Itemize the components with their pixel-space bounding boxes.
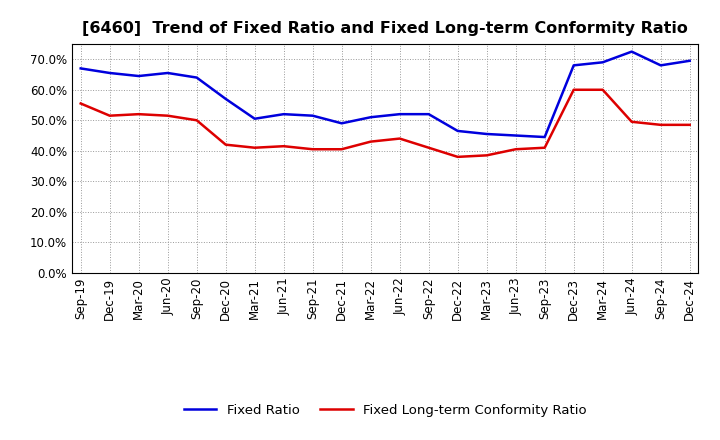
Fixed Ratio	[251, 116, 259, 121]
Fixed Ratio	[454, 128, 462, 134]
Fixed Ratio	[279, 111, 288, 117]
Fixed Ratio	[570, 63, 578, 68]
Fixed Long-term Conformity Ratio	[482, 153, 491, 158]
Fixed Ratio	[76, 66, 85, 71]
Fixed Long-term Conformity Ratio	[192, 117, 201, 123]
Fixed Long-term Conformity Ratio	[163, 113, 172, 118]
Fixed Long-term Conformity Ratio	[308, 147, 317, 152]
Fixed Long-term Conformity Ratio	[279, 143, 288, 149]
Line: Fixed Ratio: Fixed Ratio	[81, 51, 690, 137]
Fixed Ratio	[308, 113, 317, 118]
Fixed Ratio	[541, 134, 549, 139]
Fixed Ratio	[685, 58, 694, 63]
Title: [6460]  Trend of Fixed Ratio and Fixed Long-term Conformity Ratio: [6460] Trend of Fixed Ratio and Fixed Lo…	[82, 21, 688, 36]
Fixed Long-term Conformity Ratio	[570, 87, 578, 92]
Fixed Ratio	[395, 111, 404, 117]
Fixed Ratio	[657, 63, 665, 68]
Line: Fixed Long-term Conformity Ratio: Fixed Long-term Conformity Ratio	[81, 90, 690, 157]
Fixed Long-term Conformity Ratio	[657, 122, 665, 128]
Fixed Long-term Conformity Ratio	[221, 142, 230, 147]
Fixed Ratio	[338, 121, 346, 126]
Fixed Long-term Conformity Ratio	[251, 145, 259, 150]
Fixed Long-term Conformity Ratio	[541, 145, 549, 150]
Fixed Long-term Conformity Ratio	[366, 139, 375, 144]
Fixed Long-term Conformity Ratio	[424, 145, 433, 150]
Fixed Long-term Conformity Ratio	[135, 111, 143, 117]
Fixed Ratio	[627, 49, 636, 54]
Fixed Ratio	[135, 73, 143, 79]
Fixed Long-term Conformity Ratio	[511, 147, 520, 152]
Fixed Ratio	[424, 111, 433, 117]
Fixed Ratio	[598, 60, 607, 65]
Fixed Long-term Conformity Ratio	[338, 147, 346, 152]
Fixed Ratio	[482, 132, 491, 137]
Fixed Long-term Conformity Ratio	[627, 119, 636, 125]
Fixed Long-term Conformity Ratio	[454, 154, 462, 160]
Fixed Ratio	[163, 70, 172, 76]
Fixed Ratio	[192, 75, 201, 80]
Fixed Long-term Conformity Ratio	[76, 101, 85, 106]
Fixed Long-term Conformity Ratio	[395, 136, 404, 141]
Fixed Ratio	[105, 70, 114, 76]
Fixed Long-term Conformity Ratio	[105, 113, 114, 118]
Fixed Ratio	[366, 114, 375, 120]
Fixed Ratio	[221, 96, 230, 102]
Fixed Long-term Conformity Ratio	[598, 87, 607, 92]
Fixed Ratio	[511, 133, 520, 138]
Legend: Fixed Ratio, Fixed Long-term Conformity Ratio: Fixed Ratio, Fixed Long-term Conformity …	[179, 398, 592, 422]
Fixed Long-term Conformity Ratio	[685, 122, 694, 128]
